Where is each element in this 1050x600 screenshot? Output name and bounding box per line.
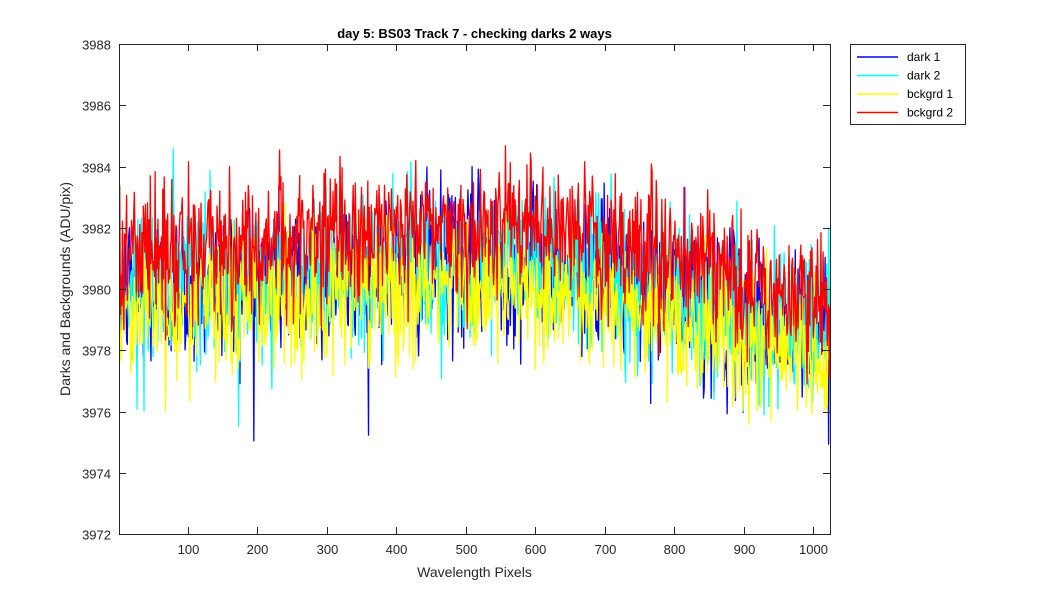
x-tick-label: 100 [178,542,200,557]
legend-entry-label: dark 2 [907,69,941,83]
x-tick-label: 600 [525,542,547,557]
series-layer [119,145,830,445]
y-tick-label: 3972 [82,528,111,543]
x-axis: 100 200 300 400 500 600 700 800 900 1000 [178,44,828,557]
legend-entry-label: bckgrd 1 [907,87,953,101]
x-tick-label: 300 [317,542,339,557]
legend[interactable]: dark 1 dark 2 bckgrd 1 bckgrd 2 [850,44,966,125]
x-tick-label: 200 [247,542,269,557]
series-line-bckgrd-1 [119,199,830,425]
y-tick-label: 3978 [82,344,111,359]
x-tick-label: 900 [734,542,756,557]
x-tick-label: 1000 [799,542,828,557]
x-tick-label: 500 [456,542,478,557]
y-tick-label: 3984 [82,161,111,176]
x-axis-label: Wavelength Pixels [417,564,532,580]
y-axis-label: Darks and Backgrounds (ADU/pix) [57,182,73,396]
x-tick-label: 700 [595,542,617,557]
y-axis: 3972 3974 3976 3978 3980 3982 3984 3986 3988 [82,38,830,543]
y-tick-label: 3976 [82,406,111,421]
chart-title: day 5: BS03 Track 7 - checking darks 2 w… [337,26,612,41]
legend-entry-label: bckgrd 2 [907,106,953,120]
y-tick-label: 3980 [82,283,111,298]
y-tick-label: 3986 [82,99,111,114]
series-line-bckgrd-2 [119,145,830,385]
legend-entry-label: dark 1 [907,50,941,64]
y-tick-label: 3974 [82,467,111,482]
x-tick-label: 400 [386,542,408,557]
x-tick-label: 800 [664,542,686,557]
y-tick-label: 3982 [82,222,111,237]
y-tick-label: 3988 [82,38,111,53]
legend-box [850,44,966,125]
